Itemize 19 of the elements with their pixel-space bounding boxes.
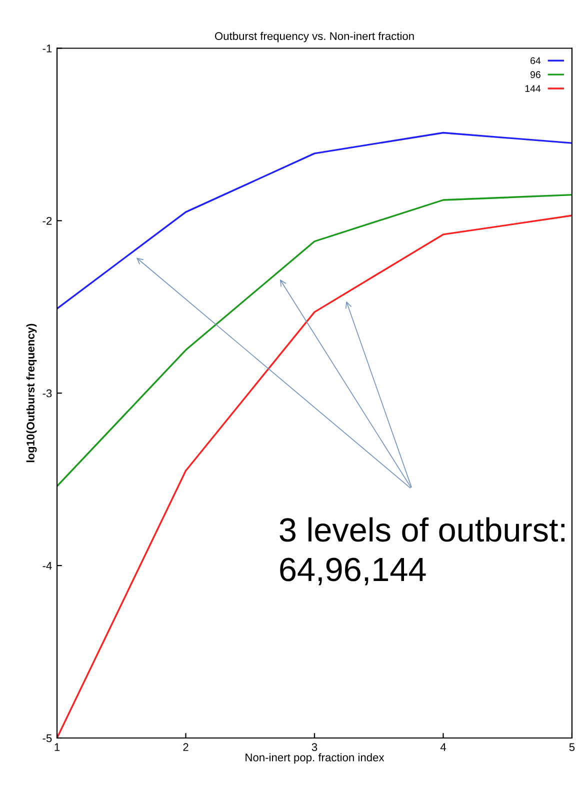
line-series (57, 132, 572, 310)
x-tick-label: 5 (569, 743, 575, 752)
y-tick-label: -3 (42, 389, 52, 398)
legend-label: 144 (525, 85, 541, 92)
x-tick-label: 4 (440, 743, 446, 751)
line-series (57, 194, 572, 488)
y-tick-label: -1 (42, 44, 52, 52)
x-tick-label: 1 (54, 743, 60, 751)
y-axis-title: log10(Outburst frequency) (26, 324, 37, 462)
legend-label: 96 (530, 71, 540, 78)
annotation: 3 levels of outburst: 64,96,144 (280, 517, 564, 586)
chart-title: Outburst frequency vs. Non-inert fraction (214, 32, 414, 42)
y-tick-label: -5 (42, 734, 52, 742)
x-tick-label: 2 (183, 743, 188, 751)
legend-label: 64 (530, 57, 541, 64)
x-tick-label: 3 (312, 743, 318, 752)
y-tick-label: -4 (42, 562, 52, 570)
x-axis-title: Non-inert pop. fraction index (246, 753, 384, 764)
y-tick-label: -2 (42, 216, 52, 225)
